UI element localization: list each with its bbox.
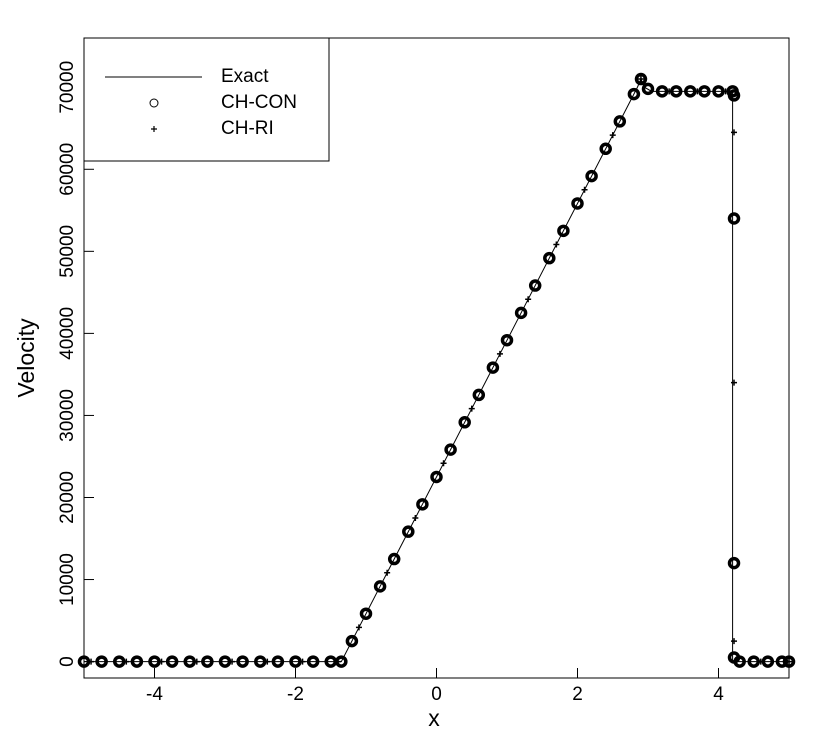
point xyxy=(130,655,144,668)
x-tick-label: -4 xyxy=(146,684,163,705)
point xyxy=(727,556,741,570)
point xyxy=(299,658,306,665)
point xyxy=(496,350,503,357)
point xyxy=(387,552,401,566)
point xyxy=(599,142,612,156)
point xyxy=(468,405,475,412)
point xyxy=(306,655,320,668)
point xyxy=(731,638,738,645)
point xyxy=(472,388,486,402)
legend-label: CH-RI xyxy=(221,118,274,139)
x-tick-label: 4 xyxy=(713,684,724,705)
y-tick-label: 60000 xyxy=(57,143,78,196)
point xyxy=(264,658,271,665)
legend-swatch xyxy=(151,126,157,132)
point xyxy=(666,88,673,95)
point xyxy=(193,658,200,665)
point xyxy=(543,251,556,265)
point xyxy=(514,306,528,320)
x-axis-label: x xyxy=(428,705,440,731)
point xyxy=(334,658,341,665)
legend-label: Exact xyxy=(221,66,269,87)
point xyxy=(123,658,130,665)
point xyxy=(581,186,588,193)
point xyxy=(402,525,415,538)
point xyxy=(373,580,387,593)
y-tick-label: 20000 xyxy=(57,471,78,524)
legend-label: CH-CON xyxy=(221,92,297,113)
y-tick-label: 10000 xyxy=(57,553,78,606)
point xyxy=(412,515,419,521)
point xyxy=(345,634,359,648)
y-tick-label: 70000 xyxy=(57,61,78,114)
y-tick-label: 0 xyxy=(57,656,78,667)
point xyxy=(727,89,741,102)
point xyxy=(229,658,236,665)
point xyxy=(359,607,373,620)
point xyxy=(613,115,627,128)
point xyxy=(782,655,796,668)
point xyxy=(571,197,584,210)
y-axis-label: Velocity xyxy=(13,318,39,398)
series-line xyxy=(84,77,789,663)
point xyxy=(158,658,165,665)
point xyxy=(486,361,500,374)
point xyxy=(694,88,701,95)
point xyxy=(271,655,285,668)
point xyxy=(733,655,746,668)
point xyxy=(634,72,648,86)
point xyxy=(384,569,391,576)
point xyxy=(637,76,644,83)
point xyxy=(757,658,764,665)
x-tick-label: 2 xyxy=(572,684,583,705)
point xyxy=(528,279,542,292)
point xyxy=(609,132,616,139)
point xyxy=(416,498,429,511)
point xyxy=(355,624,362,631)
point xyxy=(430,470,443,484)
point xyxy=(525,296,532,303)
y-tick-label: 40000 xyxy=(57,307,78,360)
point xyxy=(500,333,514,347)
point xyxy=(727,212,741,225)
legend-swatch xyxy=(149,98,159,108)
x-tick-label: 0 xyxy=(431,684,442,705)
point xyxy=(557,224,570,238)
point xyxy=(585,169,598,183)
point xyxy=(641,82,655,96)
point xyxy=(88,658,95,665)
point xyxy=(236,655,249,668)
point xyxy=(627,87,641,101)
y-tick-label: 30000 xyxy=(57,389,78,442)
point xyxy=(440,460,447,467)
point xyxy=(731,129,738,136)
point xyxy=(444,443,457,456)
point xyxy=(786,658,792,665)
point xyxy=(553,241,560,248)
point xyxy=(95,655,108,668)
point xyxy=(165,655,179,668)
point xyxy=(201,655,214,668)
point xyxy=(458,416,471,429)
x-tick-label: -2 xyxy=(287,684,304,705)
point xyxy=(731,379,738,386)
point xyxy=(722,88,729,95)
y-tick-label: 50000 xyxy=(57,225,78,278)
legend xyxy=(83,37,330,162)
